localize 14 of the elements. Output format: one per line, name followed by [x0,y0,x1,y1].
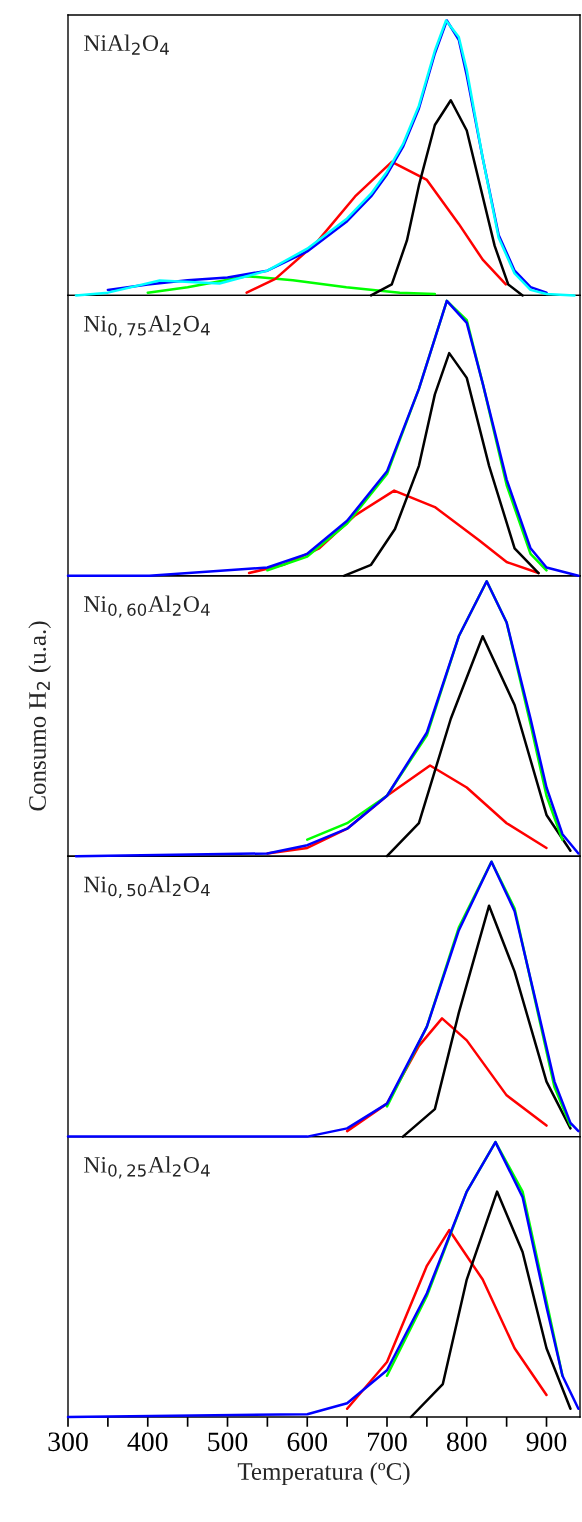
x-tick-label: 400 [127,1432,168,1452]
annotation: Ni$_{0,60}$Al$_{2}$O$_{4}$ [84,595,210,618]
x-tick-label: 800 [446,1432,487,1452]
x-axis-title: Temperatura (ºC) [237,1462,410,1485]
annotation: Ni$_{0,75}$Al$_{2}$O$_{4}$ [84,315,210,338]
x-tick-label: 300 [48,1432,88,1452]
annotation: Ni$_{0,25}$Al$_{2}$O$_{4}$ [84,1156,210,1179]
annotation: Ni$_{0,50}$Al$_{2}$O$_{4}$ [84,875,210,899]
y-axis-title: Consumo H$_{2}$ (u.a.) [28,621,52,811]
annotation: NiAl$_{2}$O$_{4}$ [84,34,169,55]
x-tick-label: 600 [287,1432,328,1452]
x-tick-label: 700 [368,1432,407,1452]
x-tick-label: 900 [526,1432,567,1452]
x-tick-label: 500 [208,1432,248,1452]
